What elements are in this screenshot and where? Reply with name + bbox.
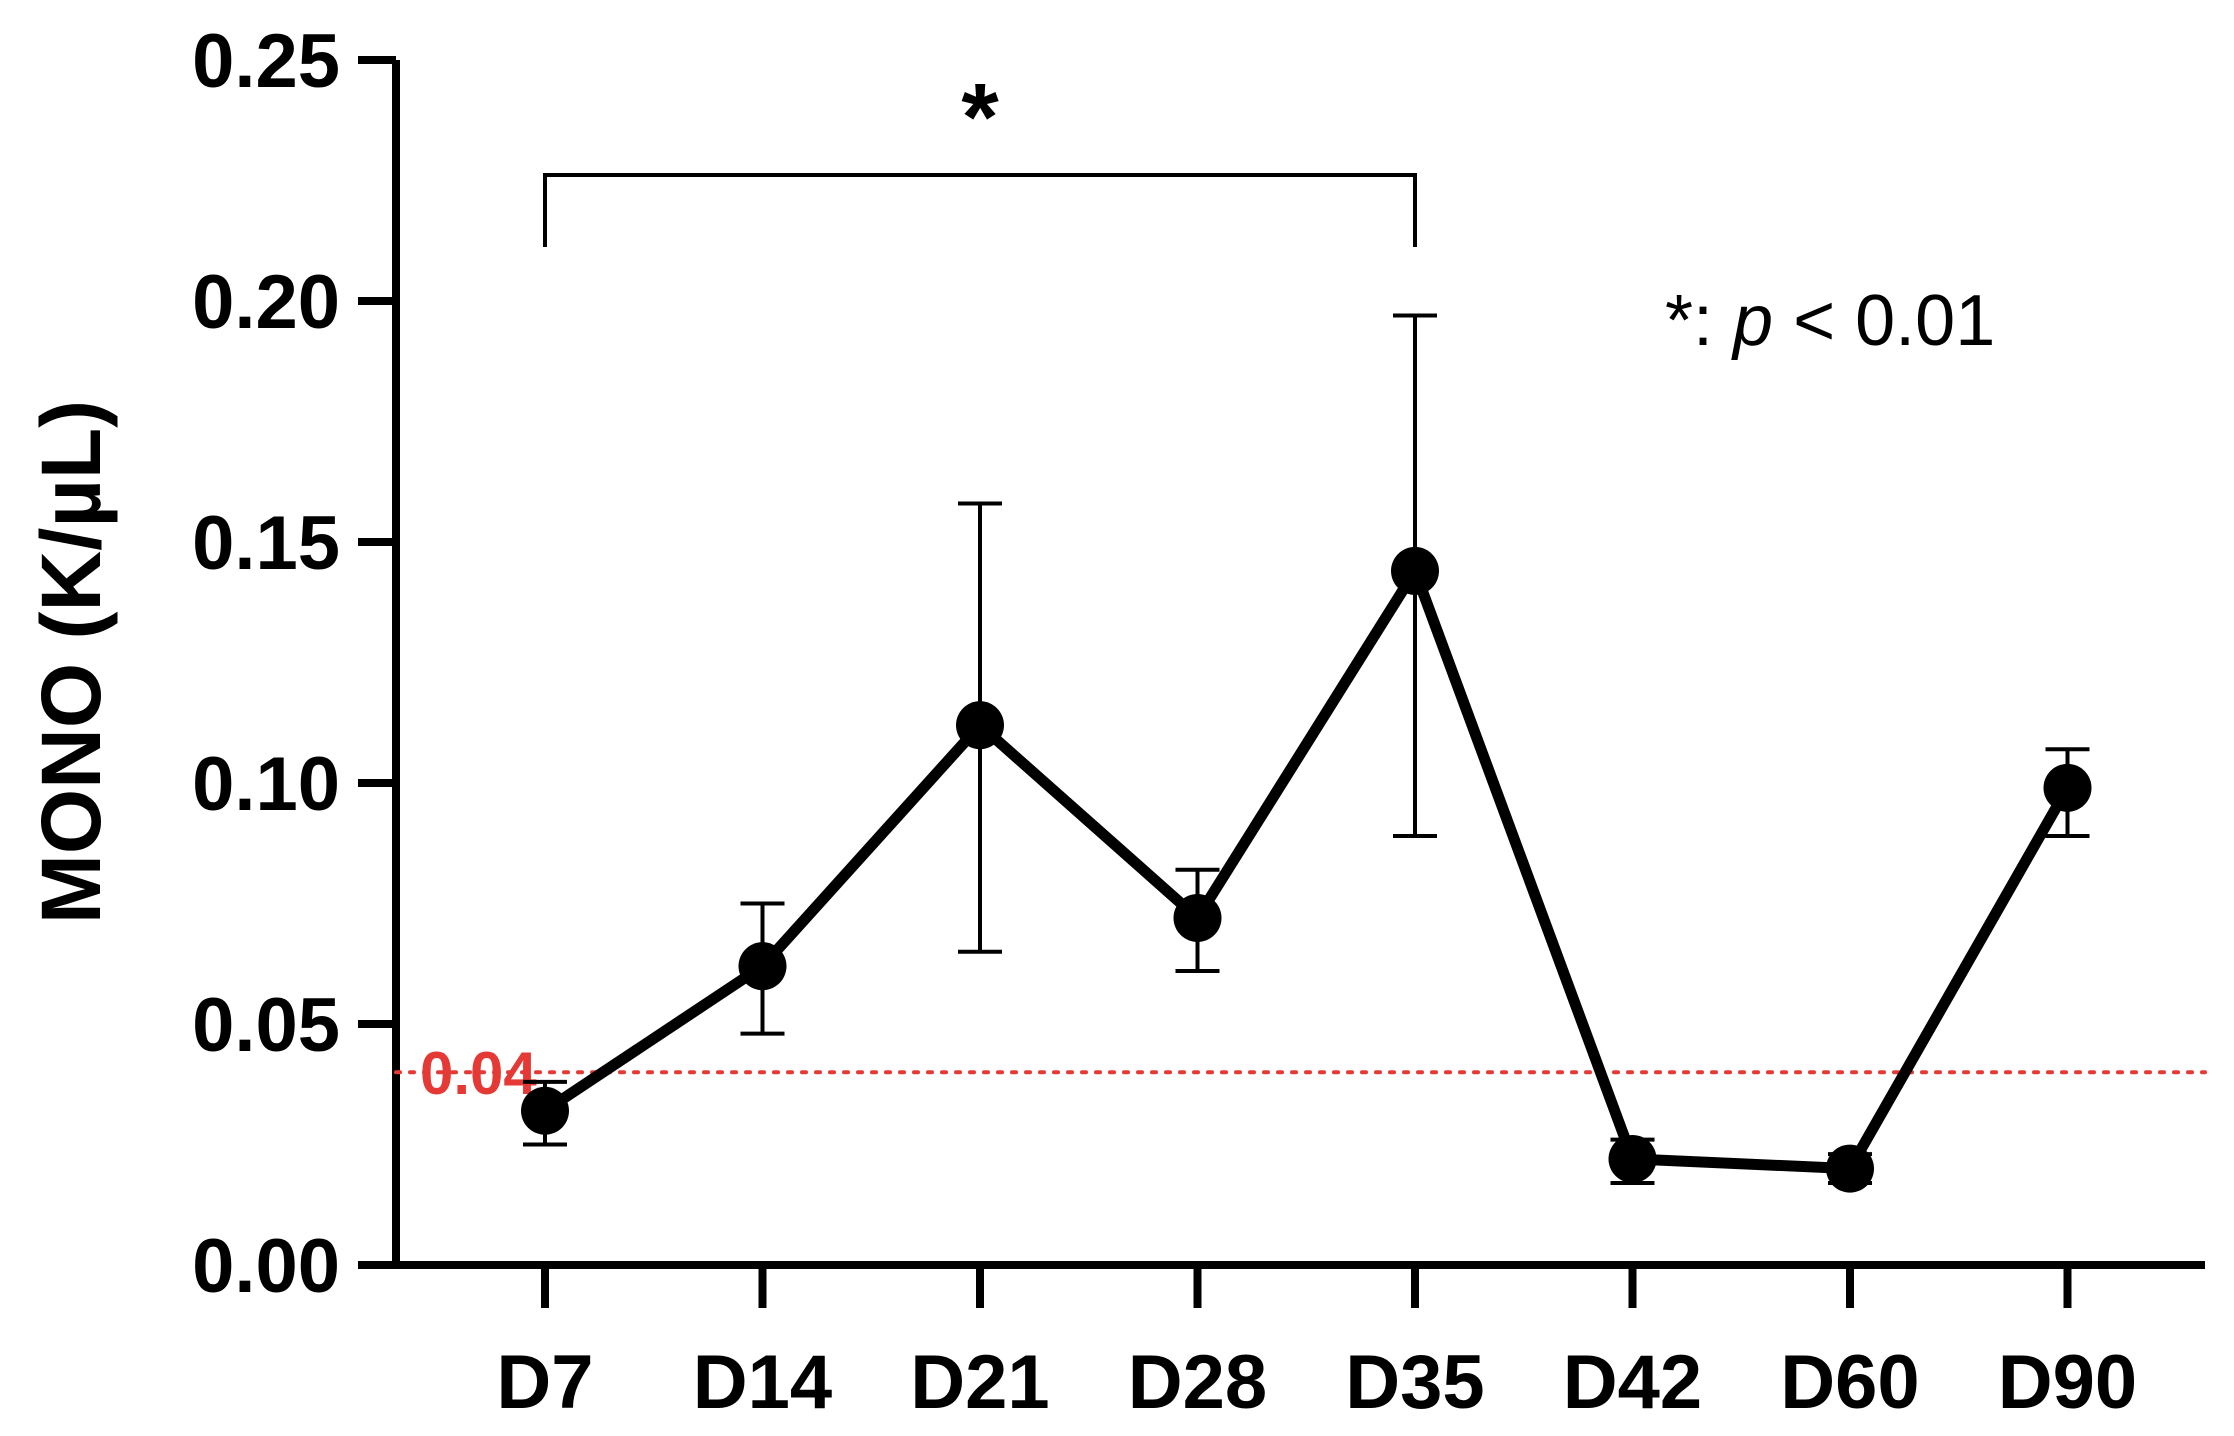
- data-point: [1391, 546, 1439, 595]
- x-tick-label: D60: [1780, 1340, 1919, 1425]
- y-tick-label: 0.10: [192, 742, 340, 827]
- data-point: [738, 942, 787, 991]
- y-tick-label: 0.20: [192, 260, 340, 345]
- y-tick-label: 0.15: [192, 501, 340, 586]
- data-point: [1608, 1134, 1657, 1183]
- significance-marker: *: [961, 64, 999, 171]
- significance-bracket: [543, 173, 1417, 247]
- data-point: [956, 701, 1004, 750]
- x-tick-label: D21: [910, 1340, 1049, 1425]
- p-value-note: *: p < 0.01: [1665, 281, 1995, 361]
- x-tick-label: D7: [496, 1340, 593, 1425]
- x-tick-label: D42: [1563, 1340, 1702, 1425]
- y-axis: 0.00 0.05 0.10 0.15 0.20 0.25: [192, 19, 400, 1309]
- x-tick-label: D35: [1345, 1340, 1484, 1425]
- p-value-prefix: *:: [1665, 281, 1733, 361]
- data-point: [1173, 893, 1222, 942]
- data-point: [2043, 763, 2092, 812]
- data-point: [1826, 1144, 1874, 1193]
- series-line: [541, 565, 2073, 1175]
- data-point: [521, 1086, 569, 1135]
- y-tick-label: 0.00: [192, 1224, 340, 1309]
- x-tick-label: D14: [693, 1340, 832, 1425]
- y-tick-label: 0.05: [192, 983, 340, 1068]
- y-axis-title: MONO (K/µL): [24, 400, 118, 924]
- reference-line-label: 0.04: [420, 1040, 537, 1107]
- y-tick-label: 0.25: [192, 19, 340, 104]
- p-value-suffix: < 0.01: [1773, 281, 1995, 361]
- p-value-symbol: p: [1731, 281, 1773, 361]
- x-tick-label: D28: [1128, 1340, 1267, 1425]
- x-axis: D7 D14 D21 D28 D35 D42 D60 D90: [392, 1261, 2205, 1425]
- x-tick-label: D90: [1998, 1340, 2137, 1425]
